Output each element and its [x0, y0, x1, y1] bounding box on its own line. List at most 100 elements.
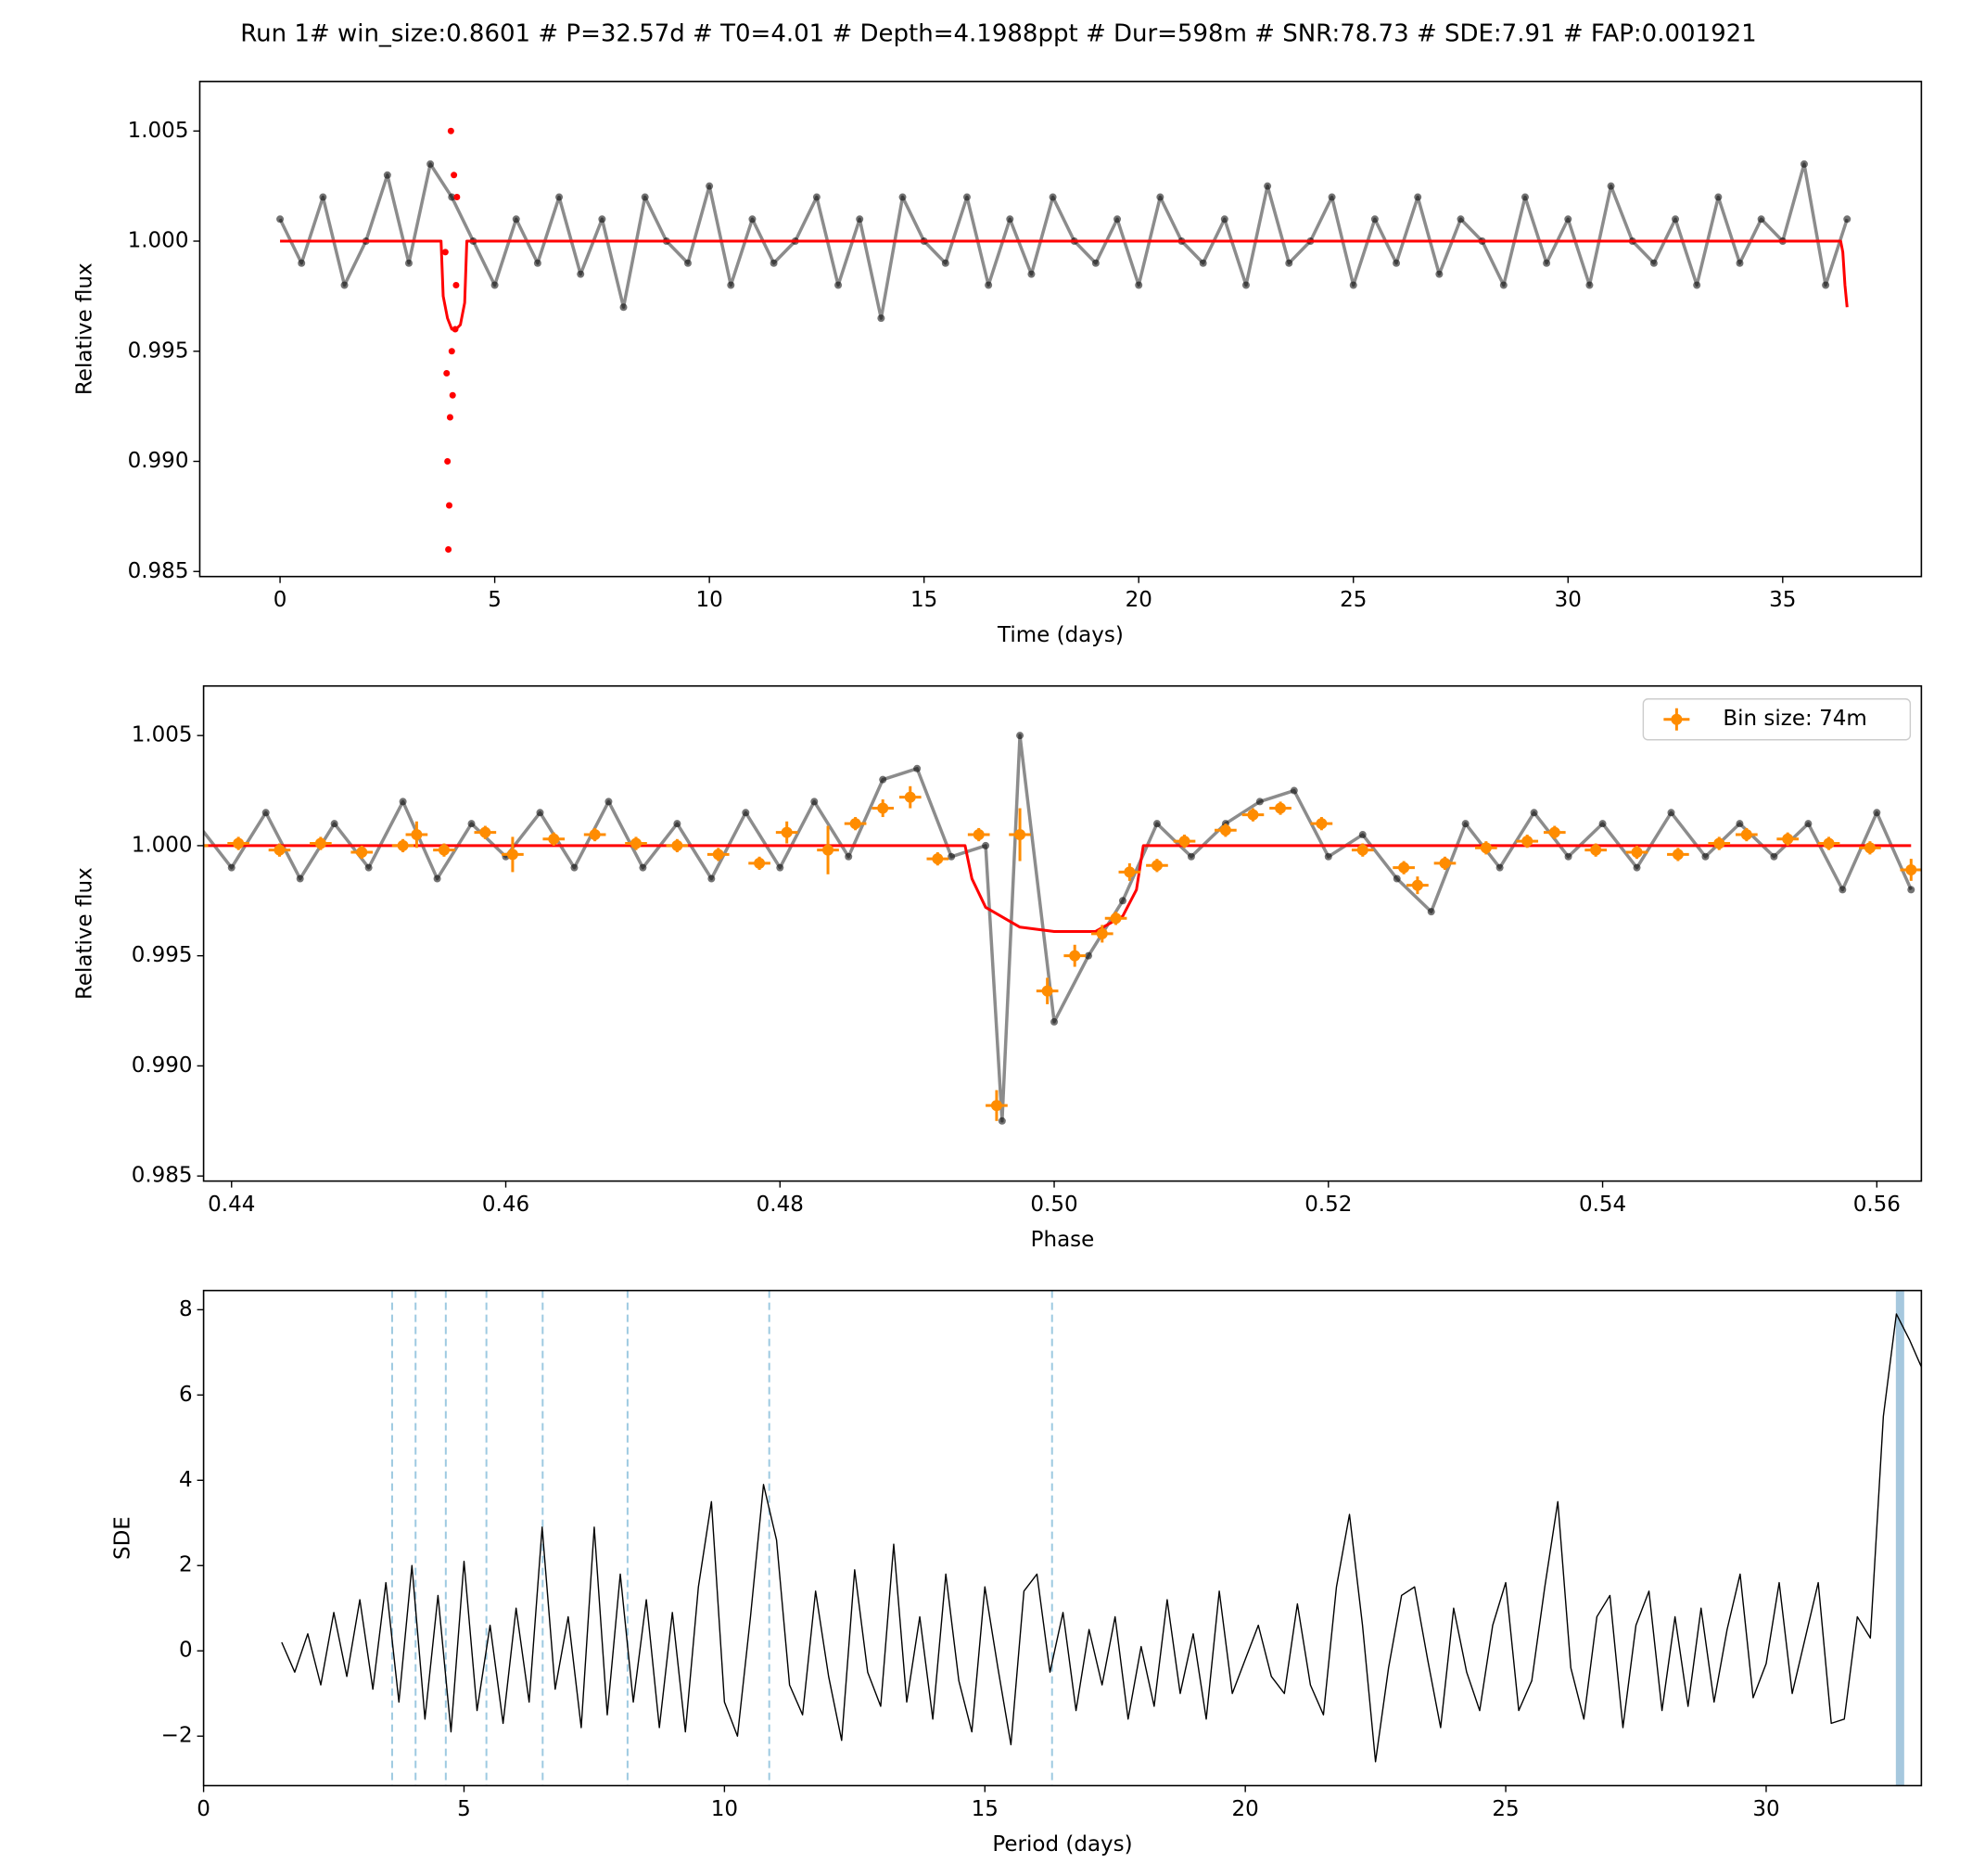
bin-point [506, 849, 518, 861]
y-tick-label: 2 [179, 1553, 193, 1577]
bin-point [1110, 912, 1122, 925]
panel: 0 5 10 15 20 25 30 35 0.985 0.990 0.995 1.000 1.005 T… [72, 81, 1923, 647]
flux-point [570, 863, 579, 872]
x-tick-label: 30 [1752, 1797, 1779, 1821]
model-line [280, 239, 1849, 331]
flux-point [913, 764, 922, 772]
bin-point [1480, 842, 1492, 854]
bin-point [781, 826, 793, 838]
flux-point [296, 874, 304, 883]
bin-point [1740, 829, 1752, 841]
flux-point [1027, 270, 1036, 278]
flux-point [1255, 798, 1264, 806]
x-tick-label: 20 [1126, 588, 1152, 612]
flux-point [1427, 908, 1435, 916]
bin-point [314, 837, 326, 849]
y-axis-label: Relative flux [72, 867, 96, 1000]
bin-point [671, 839, 683, 851]
flux-point [577, 270, 585, 278]
x-tick-label: 25 [1340, 588, 1367, 612]
bin-point [1275, 802, 1287, 814]
flux-point [512, 215, 520, 223]
axes-frame [202, 1289, 1923, 1787]
flux-point [1461, 820, 1470, 828]
flux-point [1290, 786, 1298, 795]
bin-point [1014, 829, 1026, 841]
flux-point [619, 303, 628, 312]
x-tick-label: 25 [1492, 1797, 1519, 1821]
bin-point [1411, 879, 1423, 891]
flux-point [776, 863, 784, 872]
bin-point [356, 847, 368, 859]
bin-point [548, 833, 560, 845]
flux-point [404, 259, 413, 267]
in-transit-point [448, 348, 455, 355]
y-tick-label: 0.995 [132, 943, 193, 967]
x-tick-label: 0.52 [1304, 1193, 1352, 1217]
flux-point [639, 863, 647, 872]
axes-frame [198, 81, 1923, 578]
flux-point [982, 841, 990, 849]
y-tick-label: −2 [161, 1724, 193, 1748]
x-tick-label: 10 [695, 588, 722, 612]
y-tick-label: 1.000 [132, 833, 193, 857]
flux-point [1521, 193, 1529, 201]
flux-point [707, 874, 716, 883]
flux-point [706, 182, 714, 190]
flux-point [948, 852, 956, 861]
legend-box [1642, 698, 1912, 741]
panel: 0 5 10 15 20 25 30 −2 0 2 4 6 8 Period (days) SDE [111, 1289, 1923, 1857]
x-tick-label: 0 [274, 588, 287, 612]
flux-point [426, 160, 435, 168]
bin-point [712, 849, 724, 861]
flux-point [1564, 852, 1572, 861]
bin-point [233, 837, 245, 849]
flux-point [1693, 281, 1701, 289]
flux-trace [203, 734, 1913, 1123]
plot-area [276, 127, 1851, 554]
flux-point [898, 193, 907, 201]
y-tick-label: 0.985 [128, 559, 189, 583]
legend-label: Bin size: 74m [1723, 707, 1866, 731]
in-transit-point [449, 391, 456, 399]
y-tick-label: 8 [179, 1297, 193, 1321]
y-tick-label: 1.000 [128, 229, 189, 253]
flux-point [641, 193, 649, 201]
y-axis-label: Relative flux [72, 262, 96, 395]
flux-point [998, 1117, 1006, 1125]
flux-point [1736, 820, 1744, 828]
flux-point [742, 809, 750, 817]
bin-point [1823, 837, 1835, 849]
flux-point [1585, 281, 1594, 289]
flux-trace [278, 162, 1849, 320]
bin-point [1041, 985, 1053, 997]
flux-point [877, 314, 885, 323]
flux-point [1285, 259, 1293, 267]
bin-point [1590, 844, 1602, 856]
bin-point [932, 853, 944, 865]
flux-point [1328, 193, 1336, 201]
axes-frame [202, 684, 1923, 1182]
flux-point [490, 281, 499, 289]
bin-point [1356, 844, 1368, 856]
flux-point [1241, 281, 1250, 289]
flux-point [1607, 182, 1615, 190]
x-tick-label: 20 [1232, 1797, 1259, 1821]
x-axis-label: Time (days) [997, 623, 1124, 647]
y-tick-label: 0 [179, 1639, 193, 1663]
flux-point [1393, 874, 1401, 883]
flux-point [1907, 886, 1915, 894]
bin-point [397, 839, 409, 851]
bin-point [1782, 833, 1794, 845]
figure-title: Run 1# win_size:0.8601 # P=32.57d # T0=4… [240, 20, 1756, 48]
flux-point [1091, 259, 1100, 267]
x-tick-label: 5 [457, 1797, 471, 1821]
y-tick-label: 1.005 [132, 723, 193, 747]
flux-point [1457, 215, 1465, 223]
flux-point [834, 281, 843, 289]
flux-point [1822, 281, 1830, 289]
flux-point [1757, 215, 1765, 223]
y-tick-label: 1.005 [128, 119, 189, 143]
flux-point [1050, 1017, 1059, 1026]
